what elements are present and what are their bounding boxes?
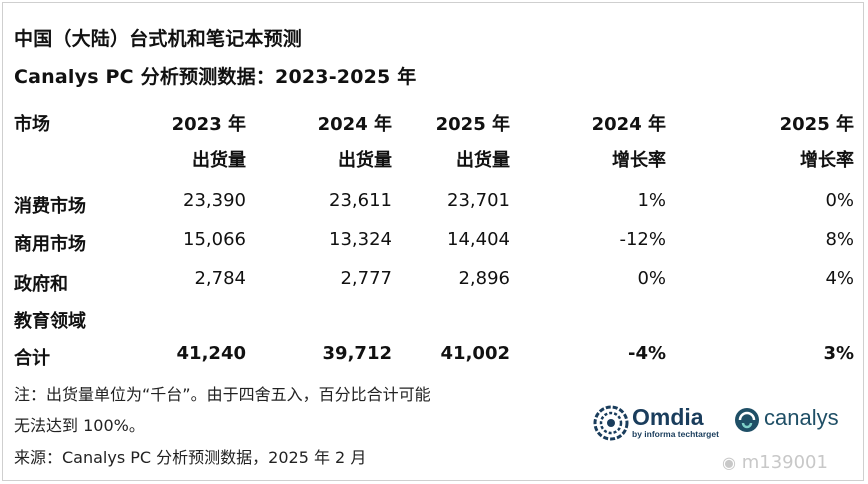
watermark-text: m139001 — [741, 452, 828, 473]
header-2025-year: 2025 年 — [435, 114, 510, 135]
omdia-logo: Omdia by informa techtarget — [592, 404, 722, 442]
row-2025-value: 2,896 — [458, 268, 510, 289]
header-2024-growth-year: 2024 年 — [591, 114, 666, 135]
header-2024-year: 2024 年 — [317, 114, 392, 135]
row-2024-growth: 1% — [637, 190, 666, 211]
total-2025-value: 41,002 — [440, 343, 510, 364]
row-2024-growth: 0% — [637, 268, 666, 289]
row-2025-value: 23,701 — [447, 190, 510, 211]
total-2023-value: 41,240 — [176, 343, 246, 364]
total-label: 合计 — [14, 348, 50, 369]
row-2024-value: 23,611 — [329, 190, 392, 211]
total-2025-growth: 3% — [823, 343, 854, 364]
row-market-label: 消费市场 — [14, 196, 86, 217]
total-2024-value: 39,712 — [322, 343, 392, 364]
row-2025-growth: 8% — [825, 229, 854, 250]
canalys-logo: canalys — [734, 405, 854, 435]
row-market-label: 政府和 — [14, 274, 68, 295]
omdia-mark-icon — [593, 405, 629, 441]
row-2024-value: 13,324 — [329, 229, 392, 250]
total-2024-growth: -4% — [627, 343, 666, 364]
footnote: 注：出货量单位为“千台”。由于四舍五入，百分比合计可能 — [14, 385, 431, 404]
omdia-wordmark: Omdia — [632, 404, 704, 430]
row-2025-growth: 4% — [825, 268, 854, 289]
header-2023-year: 2023 年 — [171, 114, 246, 135]
row-2023-value: 15,066 — [183, 229, 246, 250]
header-2024-growth: 增长率 — [612, 150, 666, 171]
source-note: 来源：Canalys PC 分析预测数据，2025 年 2 月 — [14, 448, 367, 467]
row-2025-value: 14,404 — [447, 229, 510, 250]
header-market: 市场 — [14, 114, 50, 135]
row-2023-value: 2,784 — [194, 268, 246, 289]
page-subtitle: Canalys PC 分析预测数据：2023-2025 年 — [14, 66, 417, 88]
page-title: 中国（大陆）台式机和笔记本预测 — [14, 28, 303, 50]
canalys-mark-icon — [735, 408, 759, 432]
header-2025-growth-year: 2025 年 — [779, 114, 854, 135]
footnote-cont: 无法达到 100%。 — [14, 416, 145, 435]
row-2023-value: 23,390 — [183, 190, 246, 211]
row-2025-growth: 0% — [825, 190, 854, 211]
header-2025-growth: 增长率 — [800, 150, 854, 171]
row-market-label: 商用市场 — [14, 234, 86, 255]
header-2024-shipments: 出货量 — [338, 150, 392, 171]
header-2025-shipments: 出货量 — [456, 150, 510, 171]
weibo-icon: ◉ — [722, 453, 736, 472]
canalys-wordmark: canalys — [764, 405, 839, 430]
omdia-tagline: by informa techtarget — [632, 429, 719, 439]
header-2023-shipments: 出货量 — [192, 150, 246, 171]
row-market-label-cont: 教育领域 — [14, 311, 86, 332]
row-2024-growth: -12% — [619, 229, 666, 250]
row-2024-value: 2,777 — [340, 268, 392, 289]
weibo-watermark: ◉ m139001 — [722, 452, 828, 473]
